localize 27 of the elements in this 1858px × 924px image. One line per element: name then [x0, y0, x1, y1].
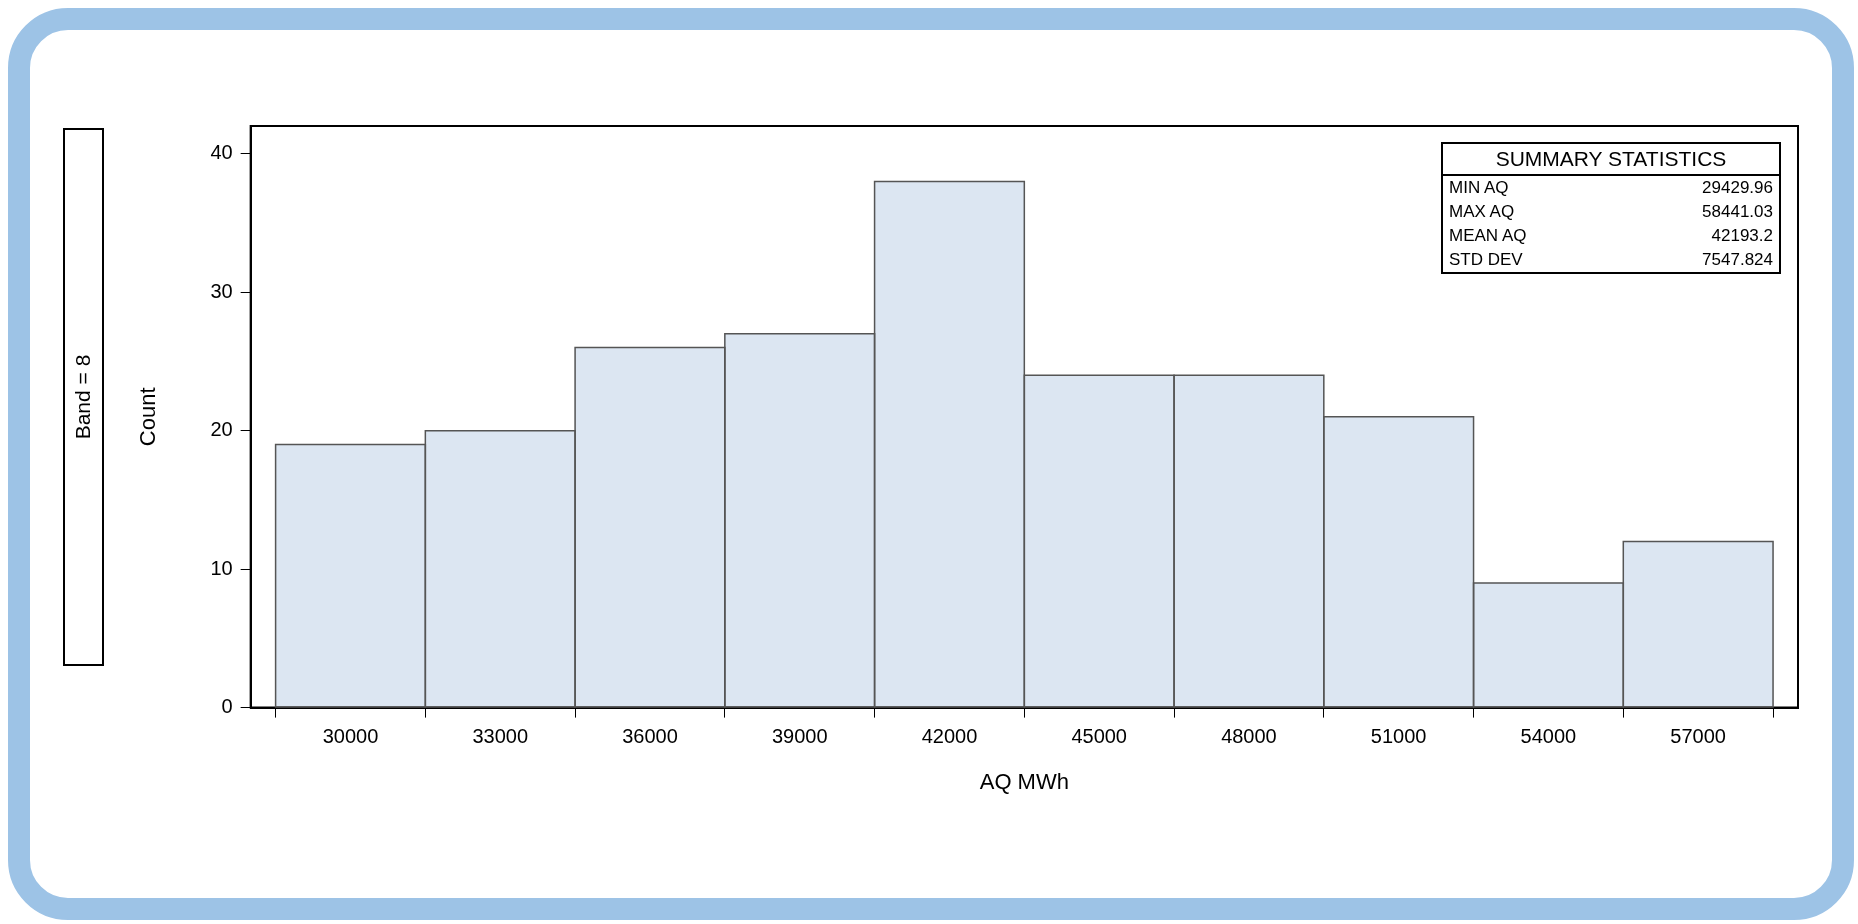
y-tick-label: 40	[210, 141, 233, 164]
annotation: 29429.96	[1702, 178, 1773, 198]
x-tick-label: 39000	[771, 725, 828, 748]
annotation: 7547.824	[1702, 250, 1773, 270]
annotation: 58441.03	[1702, 202, 1773, 222]
x-tick-label: 45000	[1071, 725, 1128, 748]
x-tick-label: 48000	[1221, 725, 1277, 748]
text: Band = 8	[71, 354, 96, 440]
annotation: STD DEV	[1449, 250, 1523, 270]
y-tick-label: 0	[221, 695, 233, 718]
x-tick-label: 30000	[322, 725, 379, 748]
annotation: SUMMARY STATISTICS	[1443, 144, 1779, 176]
y-tick-label: 20	[210, 418, 233, 441]
x-tick-label: 54000	[1520, 725, 1577, 748]
y-tick-label: 30	[210, 279, 233, 302]
annotation: MIN AQ	[1449, 178, 1509, 198]
x-tick-label: 51000	[1370, 725, 1427, 748]
x-axis-title: AQ MWh	[979, 768, 1069, 794]
x-tick-label: 33000	[472, 725, 529, 748]
annotation: MEAN AQ	[1449, 226, 1527, 246]
x-tick-label: 57000	[1670, 725, 1726, 748]
x-tick-label: 36000	[622, 725, 678, 748]
annotation: MAX AQ	[1449, 202, 1515, 222]
y-tick-label: 10	[210, 556, 233, 579]
annotation: 42193.2	[1711, 226, 1773, 246]
x-tick-label: 42000	[921, 725, 978, 748]
y-axis-title: Count	[135, 387, 161, 447]
